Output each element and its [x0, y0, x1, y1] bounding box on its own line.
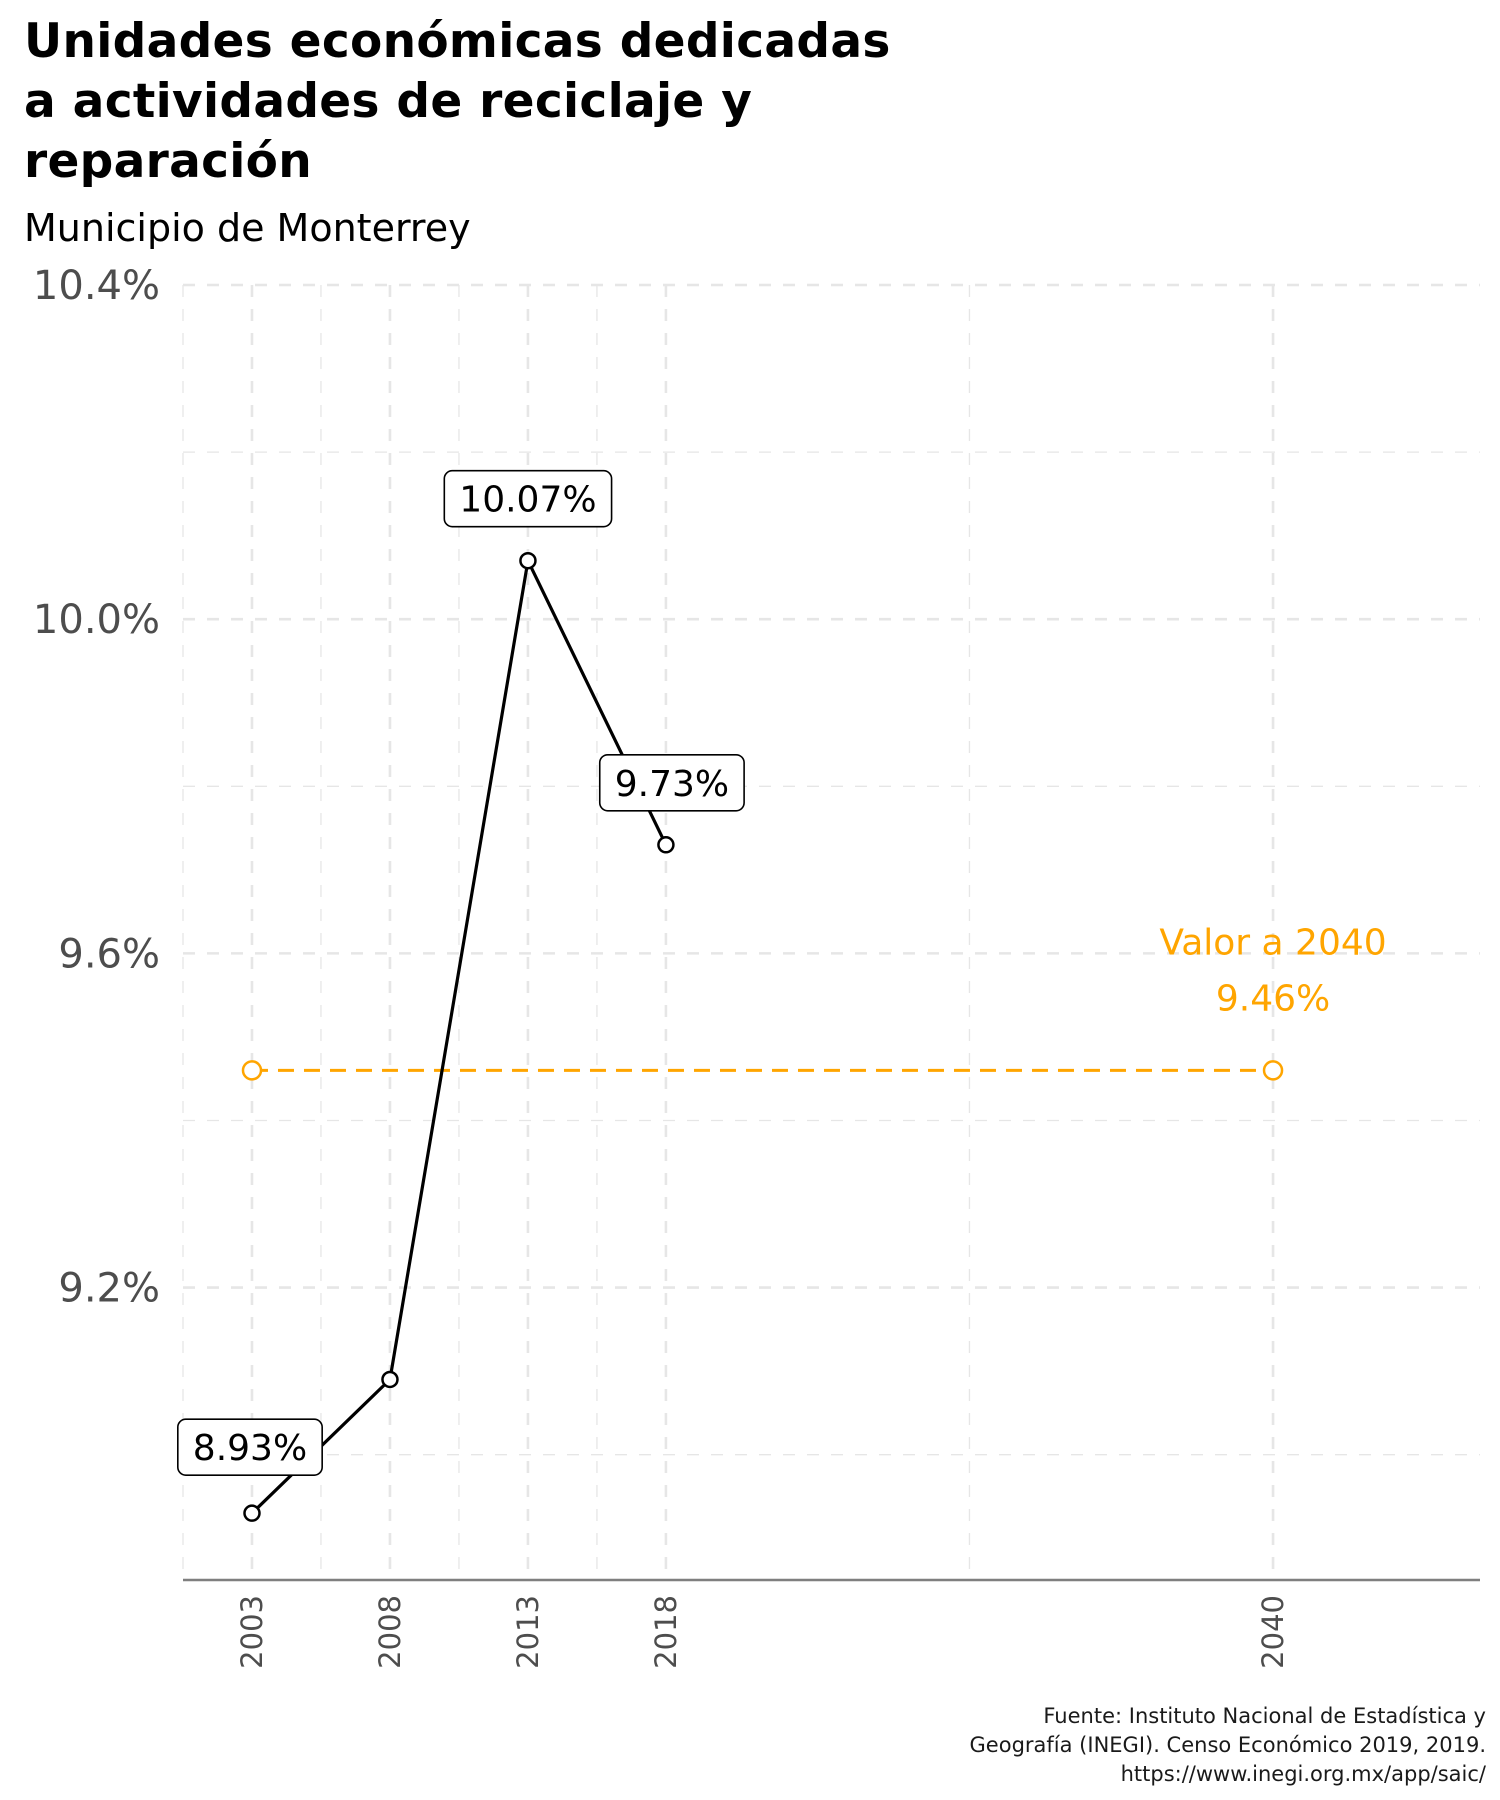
x-tick-label: 2018: [649, 1595, 683, 1669]
x-tick-label: 2040: [1256, 1595, 1290, 1669]
data-label-box: [598, 753, 745, 812]
source-note: Fuente: Instituto Nacional de Estadístic…: [786, 1702, 1486, 1789]
y-tick-label: 10.0%: [33, 597, 160, 643]
target-value-label: 9.46%: [1216, 978, 1330, 1019]
series-point: [519, 551, 537, 570]
series-point: [243, 1504, 261, 1522]
data-labels: Valor a 2040 9.46% 8.93% 10.07% 9.73%: [177, 469, 1387, 1476]
source-line: Geografía (INEGI). Censo Económico 2019,…: [969, 1733, 1486, 1757]
x-tick-label: 2003: [235, 1595, 269, 1669]
target-point: [241, 1060, 263, 1081]
chart-title: Unidades económicas dedicadas a activida…: [24, 14, 891, 189]
y-tick-label: 9.2%: [58, 1266, 160, 1312]
axes: 9.2% 9.6% 10.0% 10.4% 2003 2008 2013 2018 2040: [33, 263, 1480, 1669]
target-point: [1262, 1060, 1284, 1081]
source-line: Fuente: Instituto Nacional de Estadístic…: [1043, 1704, 1486, 1728]
series-point: [381, 1370, 399, 1389]
target-label: Valor a 2040: [1159, 922, 1386, 963]
series-point: [657, 836, 675, 854]
x-tick-label: 2013: [511, 1595, 545, 1669]
data-label: 8.93%: [193, 1428, 307, 1469]
source-line: https://www.inegi.org.mx/app/saic/: [1120, 1762, 1486, 1786]
chart-subtitle: Municipio de Monterrey: [24, 206, 471, 250]
data-label-box: [177, 1418, 323, 1476]
data-label: 10.07%: [459, 480, 596, 521]
data-label: 9.73%: [615, 764, 729, 805]
grid: [182, 283, 1480, 1580]
data-label-box: [443, 469, 613, 528]
x-tick-label: 2008: [373, 1595, 407, 1669]
y-tick-label: 9.6%: [58, 931, 160, 977]
series: [241, 551, 1284, 1522]
y-tick-label: 10.4%: [33, 263, 160, 309]
